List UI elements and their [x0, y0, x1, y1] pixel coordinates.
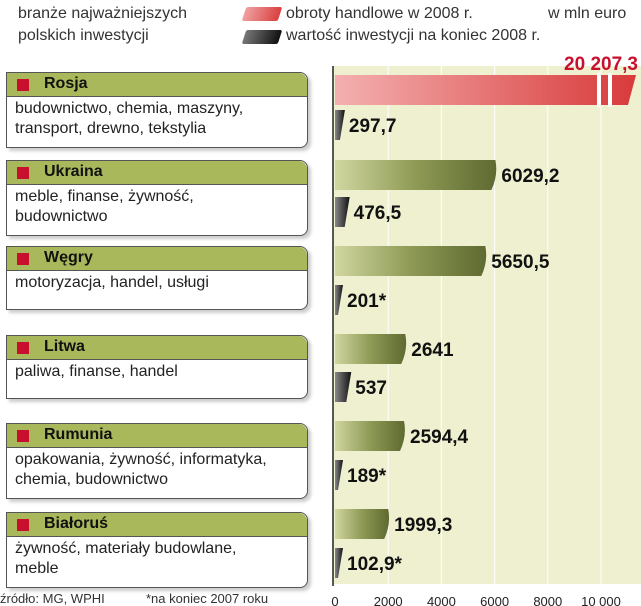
chart-subtitle-line2: polskich inwestycji	[18, 27, 149, 44]
country-industries: meble, finanse, żywność, budownictwo	[7, 185, 307, 231]
investment-value-label: 102,9*	[347, 554, 403, 575]
country-marker-icon	[17, 342, 29, 354]
trade-value-label: 6029,2	[501, 166, 559, 187]
country-marker-icon	[17, 253, 29, 265]
investment-bar	[335, 372, 352, 402]
country-header: Węgry	[7, 247, 307, 271]
industry-line: meble, finanse, żywność,	[15, 188, 194, 205]
industry-line: motoryzacja, handel, usługi	[15, 274, 209, 291]
country-marker-icon	[17, 167, 29, 179]
x-tick-label: 2000	[374, 594, 403, 606]
country-box: Węgry motoryzacja, handel, usługi	[6, 246, 308, 310]
industry-line: opakowania, żywność, informatyka,	[15, 451, 267, 468]
trade-value-label: 20 207,3	[564, 54, 638, 75]
investment-value-label: 189*	[347, 466, 387, 487]
trade-bar	[335, 246, 487, 276]
legend-invest-label: wartość inwestycji na koniec 2008 r.	[286, 27, 541, 44]
investment-value-label: 476,5	[354, 203, 402, 224]
investment-value-label: 201*	[347, 291, 387, 312]
country-marker-icon	[17, 430, 29, 442]
trade-value-label: 1999,3	[394, 515, 452, 536]
investment-value-label: 537	[355, 378, 387, 399]
axis-break-mark	[608, 73, 612, 107]
trade-bar	[335, 421, 405, 451]
country-industries: paliwa, finanse, handel	[7, 360, 307, 386]
industry-line: żywność, materiały budowlane,	[15, 540, 237, 557]
trade-bar	[335, 334, 407, 364]
axis-break-mark	[597, 73, 601, 107]
investment-value-label: 297,7	[349, 116, 397, 137]
footnote: *na koniec 2007 roku	[146, 591, 269, 606]
source-note: źródło: MG, WPHI	[0, 591, 105, 606]
investment-bar	[335, 460, 343, 490]
country-name: Rosja	[44, 75, 88, 92]
country-header: Białoruś	[7, 513, 307, 537]
trade-value-label: 2594,4	[410, 427, 469, 448]
industry-line: paliwa, finanse, handel	[15, 363, 178, 380]
x-tick-label: 6000	[480, 594, 509, 606]
country-box: Rosja budownictwo, chemia, maszyny, transp…	[6, 72, 308, 148]
trade-bar	[335, 160, 497, 190]
investment-bar	[335, 110, 345, 140]
trade-value-label: 5650,5	[491, 252, 550, 273]
country-name: Litwa	[44, 338, 85, 355]
industry-line: budownictwo	[15, 208, 108, 225]
country-industries: motoryzacja, handel, usługi	[7, 271, 307, 297]
country-name: Ukraina	[44, 163, 103, 180]
country-box: Białoruś żywność, materiały budowlane, meb…	[6, 512, 308, 588]
country-industries: opakowania, żywność, informatyka, chemia,…	[7, 448, 307, 494]
country-box: Rumunia opakowania, żywność, informatyka,…	[6, 423, 308, 499]
trade-value-label: 2641	[411, 340, 454, 361]
country-header: Rosja	[7, 73, 307, 97]
industry-line: chemia, budownictwo	[15, 471, 168, 488]
x-tick-label: 10 000	[581, 594, 621, 606]
investment-bar	[335, 548, 343, 578]
legend-trade-label: obroty handlowe w 2008 r.	[286, 5, 473, 22]
country-name: Węgry	[44, 249, 93, 266]
industry-line: budownictwo, chemia, maszyny,	[15, 100, 244, 117]
country-box: Ukraina meble, finanse, żywność, budownict…	[6, 160, 308, 236]
investment-bar	[335, 197, 350, 227]
industry-line: transport, drewno, tekstylia	[15, 120, 207, 137]
trade-bar	[335, 509, 390, 539]
unit-label: w mln euro	[548, 5, 627, 22]
x-tick-label: 8000	[533, 594, 562, 606]
x-tick-label: 4000	[427, 594, 456, 606]
country-industries: budownictwo, chemia, maszyny, transport, …	[7, 97, 307, 143]
country-name: Białoruś	[44, 515, 109, 532]
x-tick-label: 0	[331, 594, 338, 606]
country-header: Litwa	[7, 336, 307, 360]
country-name: Rumunia	[44, 426, 113, 443]
country-industries: żywność, materiały budowlane, meble	[7, 537, 307, 583]
country-box: Litwa paliwa, finanse, handel	[6, 335, 308, 399]
chart-panel	[333, 66, 641, 584]
country-header: Ukraina	[7, 161, 307, 185]
country-marker-icon	[17, 79, 29, 91]
industry-line: meble	[15, 560, 59, 577]
country-marker-icon	[17, 519, 29, 531]
country-header: Rumunia	[7, 424, 307, 448]
investment-bar	[335, 285, 343, 315]
trade-bar	[335, 75, 636, 105]
chart-subtitle-line1: branże najważniejszych	[18, 5, 187, 22]
